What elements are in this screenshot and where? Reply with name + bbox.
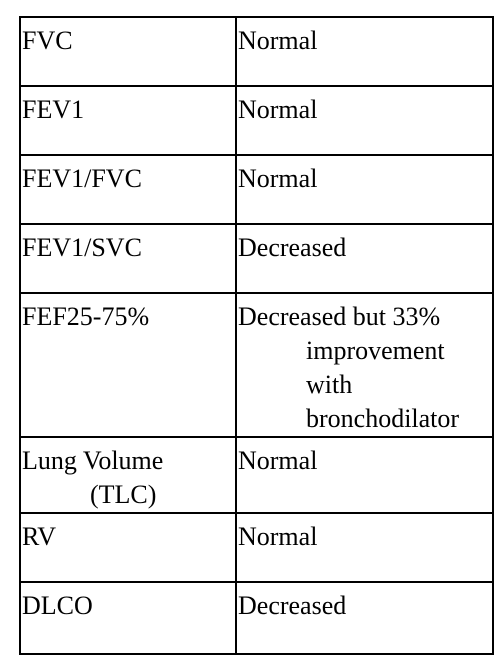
table-row: Lung Volume (TLC) Normal [19, 436, 494, 514]
table-row: FEV1/FVC Normal [19, 154, 494, 225]
result-line: bronchodilator [306, 404, 460, 433]
table-row: FEV1 Normal [19, 85, 494, 156]
test-name-cell: DLCO [19, 581, 237, 655]
result-line: Decreased but 33% [238, 302, 441, 331]
pulmonary-function-table: FVC Normal FEV1 Normal FEV1/FVC Normal F… [19, 16, 494, 655]
result-cell: Normal [235, 16, 494, 87]
test-name-line: Lung Volume [22, 446, 164, 475]
table-row: RV Normal [19, 512, 494, 583]
test-name-cell: RV [19, 512, 237, 583]
result-cell: Normal [235, 154, 494, 225]
result-line: with [306, 370, 353, 399]
test-name-cell: FEV1/SVC [19, 223, 237, 294]
result-cell: Decreased [235, 581, 494, 655]
test-name-line: (TLC) [90, 480, 157, 509]
result-line: improvement [306, 336, 445, 365]
table-row: FEV1/SVC Decreased [19, 223, 494, 294]
test-name-cell: FEF25-75% [19, 292, 237, 438]
result-cell: Normal [235, 85, 494, 156]
table-row: FVC Normal [19, 16, 494, 87]
result-cell: Decreased [235, 223, 494, 294]
test-name-cell: FEV1/FVC [19, 154, 237, 225]
test-name-cell: FEV1 [19, 85, 237, 156]
table-row: DLCO Decreased [19, 581, 494, 655]
test-name-cell: FVC [19, 16, 237, 87]
result-cell: Normal [235, 512, 494, 583]
result-cell: Normal [235, 436, 494, 514]
result-cell: Decreased but 33% improvement with bronc… [235, 292, 494, 438]
table-row: FEF25-75% Decreased but 33% improvement … [19, 292, 494, 438]
test-name-cell: Lung Volume (TLC) [19, 436, 237, 514]
